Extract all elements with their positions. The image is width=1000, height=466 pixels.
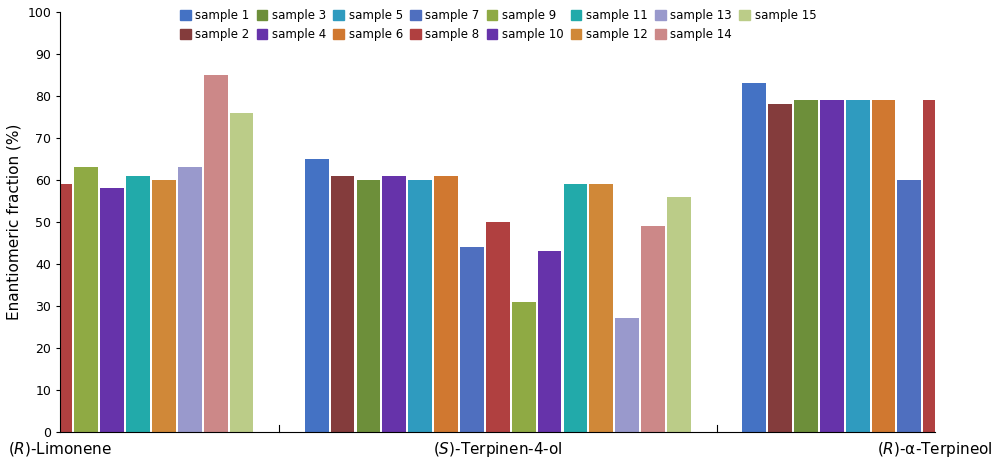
Bar <box>100 188 124 432</box>
Bar <box>382 176 406 432</box>
Bar <box>126 176 150 432</box>
Bar <box>49 184 72 432</box>
Bar <box>230 113 253 432</box>
Bar <box>408 180 432 432</box>
Bar <box>975 67 999 432</box>
Bar <box>564 184 587 432</box>
Bar <box>74 167 98 432</box>
Bar <box>742 83 766 432</box>
Bar <box>357 180 380 432</box>
Bar <box>305 159 329 432</box>
Bar <box>923 100 947 432</box>
Bar <box>949 100 973 432</box>
Bar <box>667 197 691 432</box>
Bar <box>486 222 510 432</box>
Bar <box>460 247 484 432</box>
Bar <box>641 226 665 432</box>
Legend: sample 1, sample 2, sample 3, sample 4, sample 5, sample 6, sample 7, sample 8, : sample 1, sample 2, sample 3, sample 4, … <box>180 9 816 41</box>
Bar <box>897 180 921 432</box>
Bar <box>178 167 202 432</box>
Bar <box>615 318 639 432</box>
Y-axis label: Enantiomeric fraction (%): Enantiomeric fraction (%) <box>7 123 22 320</box>
Bar <box>589 184 613 432</box>
Bar <box>768 104 792 432</box>
Bar <box>538 251 561 432</box>
Bar <box>820 100 844 432</box>
Bar <box>0 167 21 432</box>
Bar <box>331 176 354 432</box>
Bar <box>152 180 176 432</box>
Bar <box>872 100 895 432</box>
Bar <box>512 302 536 432</box>
Bar <box>794 100 818 432</box>
Bar <box>204 75 228 432</box>
Bar <box>434 176 458 432</box>
Bar <box>23 46 46 432</box>
Bar <box>846 100 870 432</box>
